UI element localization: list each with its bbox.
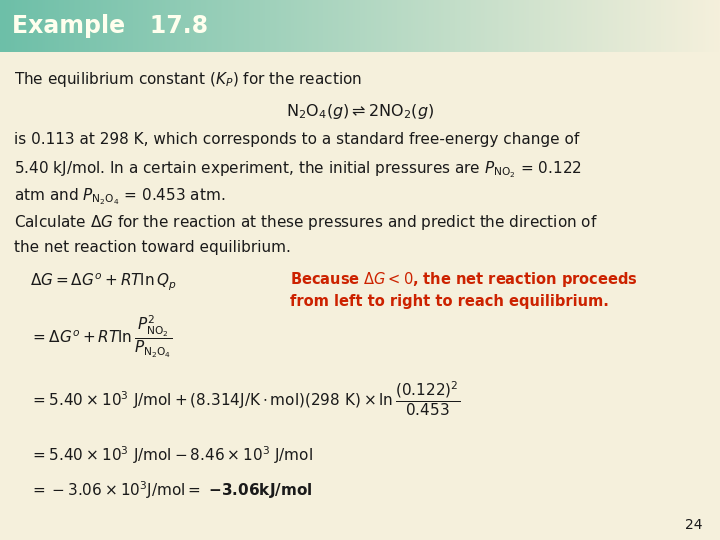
Text: $= 5.40 \times 10^3\ \mathrm{J/mol} - 8.46 \times 10^3\ \mathrm{J/mol}$: $= 5.40 \times 10^3\ \mathrm{J/mol} - 8.… (30, 444, 313, 465)
Text: The equilibrium constant ($K_P$) for the reaction: The equilibrium constant ($K_P$) for the… (14, 70, 362, 89)
Text: $\mathrm{N_2O_4}(g) \rightleftharpoons 2\mathrm{NO_2}(g)$: $\mathrm{N_2O_4}(g) \rightleftharpoons 2… (286, 102, 434, 121)
Text: 24: 24 (685, 518, 702, 532)
Text: 5.40 kJ/mol. In a certain experiment, the initial pressures are $P_{\mathrm{NO_2: 5.40 kJ/mol. In a certain experiment, th… (14, 159, 582, 180)
Text: Example   17.8: Example 17.8 (12, 14, 208, 38)
Text: $= 5.40 \times 10^3\ \mathrm{J/mol} + (8.314\mathrm{J/K \cdot mol})(298\ \mathrm: $= 5.40 \times 10^3\ \mathrm{J/mol} + (8… (30, 380, 460, 418)
Text: the net reaction toward equilibrium.: the net reaction toward equilibrium. (14, 240, 291, 255)
Text: from left to right to reach equilibrium.: from left to right to reach equilibrium. (290, 294, 609, 309)
Text: $= \Delta G^o + RT\ln\dfrac{P^2_{\mathrm{NO_2}}}{P_{\mathrm{N_2O_4}}}$: $= \Delta G^o + RT\ln\dfrac{P^2_{\mathrm… (30, 314, 173, 361)
Text: Calculate $\Delta G$ for the reaction at these pressures and predict the directi: Calculate $\Delta G$ for the reaction at… (14, 213, 598, 232)
Text: atm and $P_{\mathrm{N_2O_4}}$ = 0.453 atm.: atm and $P_{\mathrm{N_2O_4}}$ = 0.453 at… (14, 186, 225, 207)
Text: $= -3.06 \times 10^3\mathrm{J/mol} = $ $\mathbf{-3.06kJ / mol}$: $= -3.06 \times 10^3\mathrm{J/mol} = $ $… (30, 479, 312, 501)
Text: $\Delta G = \Delta G^o + RT\ln Q_p$: $\Delta G = \Delta G^o + RT\ln Q_p$ (30, 272, 176, 293)
Text: is 0.113 at 298 K, which corresponds to a standard free-energy change of: is 0.113 at 298 K, which corresponds to … (14, 132, 580, 147)
Text: Because $\Delta G < 0$, the net reaction proceeds: Because $\Delta G < 0$, the net reaction… (290, 270, 638, 289)
